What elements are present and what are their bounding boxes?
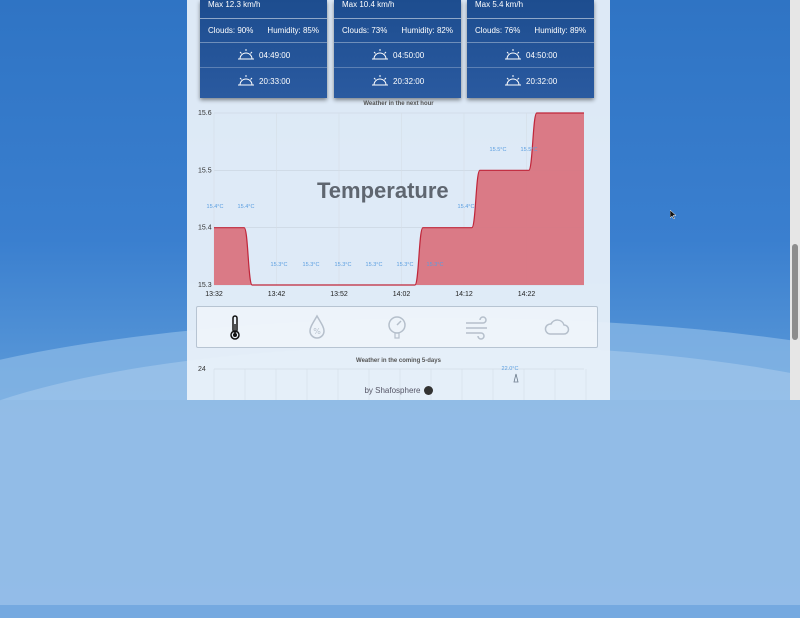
x-tick-label: 14:02 — [393, 291, 411, 298]
sunset-time: 20:33:00 — [259, 76, 291, 86]
wind-icon — [466, 316, 487, 340]
data-label: 15.3°C — [427, 262, 444, 268]
y-tick-label: 15.5 — [198, 167, 212, 174]
sunrise-time: 04:49:00 — [259, 50, 291, 60]
weather-panel: Max 12.3 km/h Clouds: 90% Humidity: 85% … — [187, 0, 610, 400]
tab-pressure[interactable] — [383, 313, 411, 341]
sunset-row: 20:32:00 — [334, 74, 461, 88]
sunrise-row: 04:50:00 — [334, 48, 461, 62]
sunset-row: 20:32:00 — [467, 74, 594, 88]
sunset-icon — [504, 75, 521, 86]
data-label: 15.5°C — [490, 147, 507, 153]
credit-text: by Shafosphere — [364, 386, 421, 395]
clouds-value: Clouds: 76% — [475, 26, 521, 35]
x-tick-label: 13:52 — [330, 291, 348, 298]
sunrise-icon — [371, 49, 388, 60]
scrollbar-thumb[interactable] — [792, 244, 798, 340]
humidity-icon: % — [309, 314, 325, 339]
sunrise-icon — [237, 49, 254, 60]
tab-clouds[interactable] — [543, 313, 571, 341]
tab-humidity[interactable]: % — [303, 313, 331, 341]
sunset-row: 20:33:00 — [200, 74, 327, 88]
x-tick-label: 14:12 — [455, 291, 473, 298]
forecast-card-2: Max 10.4 km/h Clouds: 73% Humidity: 82% … — [334, 0, 461, 98]
x-tick-label: 13:32 — [205, 291, 223, 298]
forecast-data-label: 22.0°C — [502, 366, 519, 372]
wind-max: Max 5.4 km/h — [475, 0, 524, 9]
forecast-card-3: Max 5.4 km/h Clouds: 76% Humidity: 89% 0… — [467, 0, 594, 98]
y-tick-label: 15.3 — [198, 282, 212, 289]
data-label: 15.4°C — [207, 204, 224, 210]
sunset-icon — [371, 75, 388, 86]
data-label: 15.3°C — [397, 262, 414, 268]
sunset-time: 20:32:00 — [393, 76, 425, 86]
sunrise-time: 04:50:00 — [393, 50, 425, 60]
chart-overlay-label: Temperature — [317, 178, 449, 203]
data-label: 15.5°C — [521, 147, 538, 153]
forecast-title: Weather in the coming 5-days — [356, 358, 441, 364]
y-tick-label: 15.4 — [198, 225, 212, 232]
github-icon[interactable] — [423, 386, 433, 396]
chart-title: Weather in the next hour — [363, 101, 434, 107]
metric-tabs: % — [196, 306, 598, 348]
data-label: 15.4°C — [238, 204, 255, 210]
sunrise-icon — [504, 49, 521, 60]
sunrise-time: 04:50:00 — [526, 50, 558, 60]
wind-max: Max 12.3 km/h — [208, 0, 261, 9]
pressure-icon — [388, 316, 406, 339]
page-scrollbar[interactable] — [790, 0, 800, 400]
data-label: 15.3°C — [303, 262, 320, 268]
forecast-peak-marker — [513, 373, 519, 383]
tab-wind[interactable] — [463, 313, 491, 341]
y-tick-label: 24 — [198, 366, 206, 373]
temperature-line — [214, 112, 584, 286]
humidity-value: Humidity: 89% — [534, 26, 586, 35]
data-label: 15.3°C — [271, 262, 288, 268]
svg-text:%: % — [313, 327, 321, 336]
temperature-chart: 15.6 15.5 15.4 15.3 13:32 13:42 13:52 14:02 14:1… — [198, 110, 584, 298]
sunset-icon — [237, 75, 254, 86]
x-tick-label: 14:22 — [518, 291, 536, 298]
temperature-area — [214, 113, 584, 285]
cloud-icon — [544, 319, 570, 335]
forecast-card-1: Max 12.3 km/h Clouds: 90% Humidity: 85% … — [200, 0, 327, 98]
thermometer-icon — [230, 315, 240, 340]
sunset-time: 20:32:00 — [526, 76, 558, 86]
mouse-cursor-icon — [670, 210, 676, 219]
clouds-value: Clouds: 73% — [342, 26, 388, 35]
data-label: 15.3°C — [335, 262, 352, 268]
humidity-value: Humidity: 85% — [267, 26, 319, 35]
sunrise-row: 04:49:00 — [200, 48, 327, 62]
tab-temperature[interactable] — [221, 313, 249, 341]
humidity-value: Humidity: 82% — [401, 26, 453, 35]
credit: by Shafosphere — [187, 386, 610, 396]
data-label: 15.3°C — [366, 262, 383, 268]
sunrise-row: 04:50:00 — [467, 48, 594, 62]
data-label: 15.4°C — [458, 204, 475, 210]
y-tick-label: 15.6 — [198, 110, 212, 117]
clouds-value: Clouds: 90% — [208, 26, 254, 35]
wind-max: Max 10.4 km/h — [342, 0, 395, 9]
x-tick-label: 13:42 — [268, 291, 286, 298]
